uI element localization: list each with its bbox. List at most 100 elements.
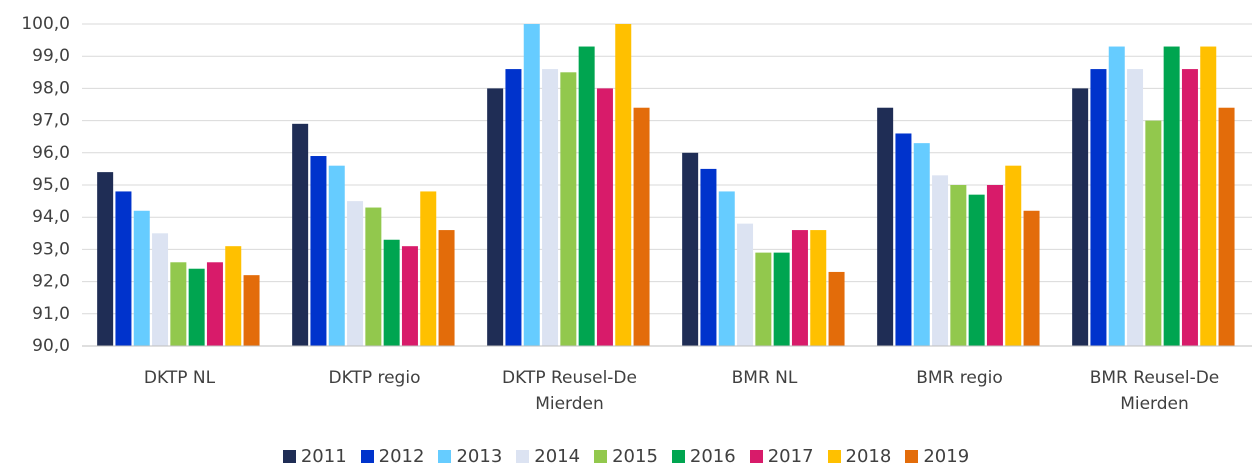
legend: 2011 2012 2013 2014 2015 2016 2017 2018 2019 bbox=[0, 446, 1252, 467]
bar bbox=[225, 246, 241, 346]
y-tick-label: 99,0 bbox=[32, 46, 70, 66]
legend-label: 2011 bbox=[301, 446, 347, 467]
bar bbox=[810, 230, 826, 346]
y-tick-label: 92,0 bbox=[32, 272, 70, 292]
bar bbox=[950, 185, 966, 346]
bar bbox=[134, 211, 150, 346]
legend-label: 2018 bbox=[846, 446, 892, 467]
y-tick-label: 96,0 bbox=[32, 143, 70, 163]
bar bbox=[719, 191, 735, 346]
legend-label: 2017 bbox=[768, 446, 814, 467]
bar bbox=[115, 191, 131, 346]
bar bbox=[774, 253, 790, 346]
bar bbox=[700, 169, 716, 346]
bar bbox=[244, 275, 260, 346]
legend-swatch bbox=[905, 450, 918, 463]
legend-label: 2016 bbox=[690, 446, 736, 467]
bar bbox=[542, 69, 558, 346]
bar bbox=[1219, 108, 1235, 346]
legend-item: 2015 bbox=[594, 446, 658, 467]
legend-item: 2016 bbox=[672, 446, 736, 467]
x-tick-label: BMR Reusel-De Mierden bbox=[1065, 365, 1245, 417]
legend-label: 2015 bbox=[612, 446, 658, 467]
bar bbox=[792, 230, 808, 346]
bar bbox=[1164, 47, 1180, 346]
bar bbox=[1072, 88, 1088, 346]
bar bbox=[987, 185, 1003, 346]
y-tick-label: 90,0 bbox=[32, 336, 70, 356]
legend-item: 2018 bbox=[828, 446, 892, 467]
legend-label: 2012 bbox=[379, 446, 425, 467]
bar bbox=[152, 233, 168, 346]
legend-label: 2013 bbox=[456, 446, 502, 467]
bar bbox=[1182, 69, 1198, 346]
y-tick-label: 93,0 bbox=[32, 239, 70, 259]
bar bbox=[365, 208, 381, 346]
x-tick-label: DKTP regio bbox=[285, 365, 465, 391]
bar bbox=[170, 262, 186, 346]
legend-item: 2019 bbox=[905, 446, 969, 467]
bar bbox=[1090, 69, 1106, 346]
bar bbox=[969, 195, 985, 346]
y-tick-label: 98,0 bbox=[32, 78, 70, 98]
bar bbox=[579, 47, 595, 346]
page: {"chart_data": {"type": "bar", "categori… bbox=[0, 0, 1252, 468]
bar bbox=[420, 191, 436, 346]
bar bbox=[1024, 211, 1040, 346]
legend-item: 2014 bbox=[516, 446, 580, 467]
bar bbox=[932, 175, 948, 346]
y-tick-label: 94,0 bbox=[32, 207, 70, 227]
bar bbox=[682, 153, 698, 346]
bar bbox=[1145, 121, 1161, 346]
bar bbox=[439, 230, 455, 346]
legend-item: 2017 bbox=[750, 446, 814, 467]
bar bbox=[1127, 69, 1143, 346]
bar bbox=[292, 124, 308, 346]
bar bbox=[597, 88, 613, 346]
bar bbox=[329, 166, 345, 346]
legend-label: 2019 bbox=[923, 446, 969, 467]
legend-swatch bbox=[361, 450, 374, 463]
bar bbox=[755, 253, 771, 346]
legend-swatch bbox=[516, 450, 529, 463]
y-tick-label: 95,0 bbox=[32, 175, 70, 195]
y-tick-label: 100,0 bbox=[21, 14, 70, 34]
bar bbox=[402, 246, 418, 346]
x-tick-label: DKTP NL bbox=[90, 365, 270, 391]
legend-swatch bbox=[750, 450, 763, 463]
x-tick-label: BMR regio bbox=[870, 365, 1050, 391]
y-tick-label: 97,0 bbox=[32, 111, 70, 131]
x-tick-label: DKTP Reusel-De Mierden bbox=[480, 365, 660, 417]
bar bbox=[560, 72, 576, 346]
bar bbox=[877, 108, 893, 346]
legend-swatch bbox=[594, 450, 607, 463]
bar bbox=[1005, 166, 1021, 346]
bar bbox=[347, 201, 363, 346]
bar bbox=[207, 262, 223, 346]
legend-swatch bbox=[283, 450, 296, 463]
bar bbox=[829, 272, 845, 346]
legend-item: 2013 bbox=[438, 446, 502, 467]
legend-item: 2011 bbox=[283, 446, 347, 467]
legend-swatch bbox=[438, 450, 451, 463]
bar bbox=[914, 143, 930, 346]
bar bbox=[189, 269, 205, 346]
bar bbox=[634, 108, 650, 346]
bar bbox=[615, 24, 631, 346]
bar bbox=[487, 88, 503, 346]
legend-item: 2012 bbox=[361, 446, 425, 467]
x-tick-label: BMR NL bbox=[675, 365, 855, 391]
bar bbox=[310, 156, 326, 346]
legend-label: 2014 bbox=[534, 446, 580, 467]
legend-swatch bbox=[672, 450, 685, 463]
bar bbox=[1200, 47, 1216, 346]
y-tick-label: 91,0 bbox=[32, 304, 70, 324]
bar bbox=[384, 240, 400, 346]
bar bbox=[505, 69, 521, 346]
legend-swatch bbox=[828, 450, 841, 463]
bar bbox=[895, 133, 911, 346]
bar bbox=[737, 224, 753, 346]
bar bbox=[524, 24, 540, 346]
bar bbox=[97, 172, 113, 346]
bar bbox=[1109, 47, 1125, 346]
